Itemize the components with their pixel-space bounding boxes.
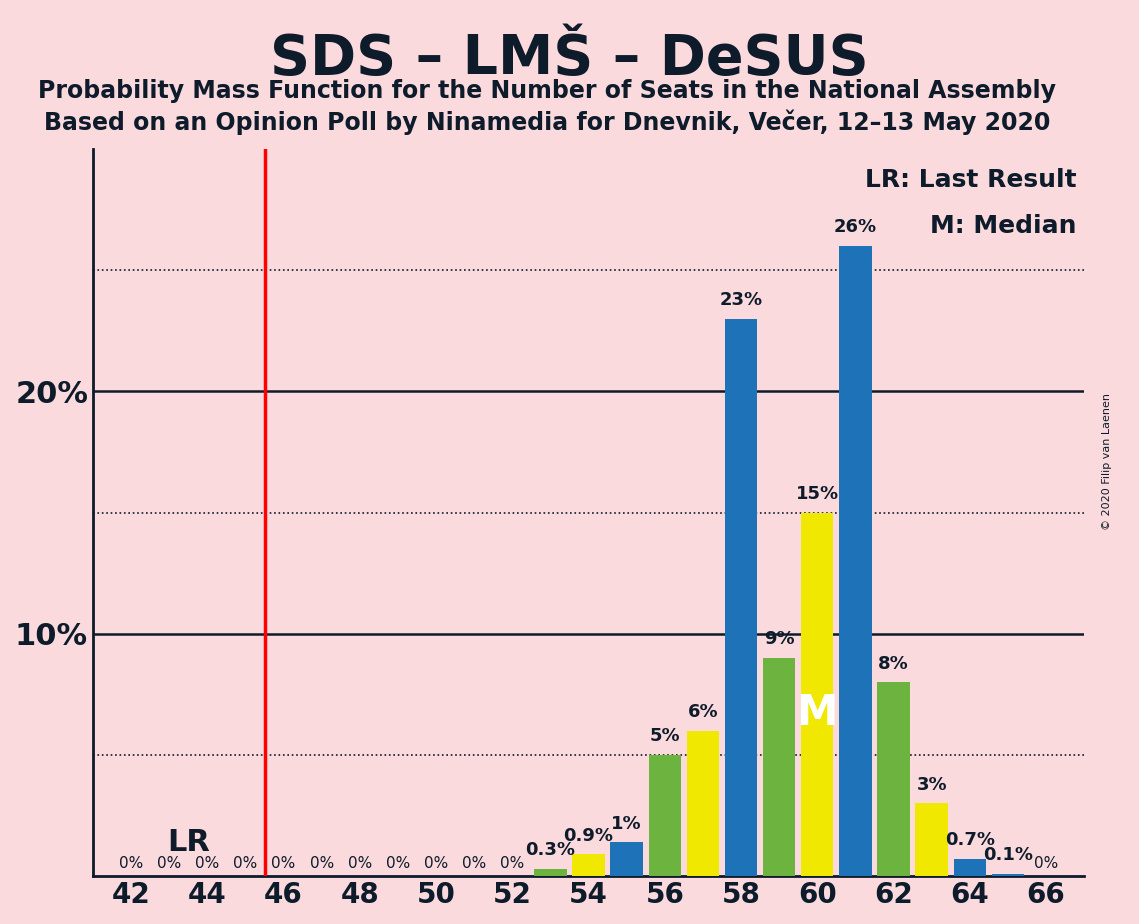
Text: 0%: 0% [386, 857, 410, 871]
Bar [611, 842, 642, 876]
Bar [763, 658, 795, 876]
Text: 1%: 1% [612, 815, 642, 833]
Text: 6%: 6% [688, 703, 719, 721]
Text: 0%: 0% [195, 857, 220, 871]
Text: 0%: 0% [271, 857, 296, 871]
Text: 0%: 0% [118, 857, 144, 871]
Text: 8%: 8% [878, 654, 909, 673]
Bar [839, 246, 871, 876]
Text: 15%: 15% [796, 485, 838, 503]
Bar [648, 755, 681, 876]
Text: 0%: 0% [310, 857, 334, 871]
Text: 0.3%: 0.3% [525, 841, 575, 859]
Bar [534, 869, 566, 876]
Text: LR: LR [166, 828, 210, 857]
Text: 0%: 0% [500, 857, 524, 871]
Text: M: Median: M: Median [931, 214, 1076, 238]
Bar [687, 731, 719, 876]
Text: M: M [796, 691, 838, 734]
Bar [916, 804, 948, 876]
Text: 0%: 0% [233, 857, 257, 871]
Text: Probability Mass Function for the Number of Seats in the National Assembly: Probability Mass Function for the Number… [38, 79, 1056, 103]
Text: 0%: 0% [157, 857, 181, 871]
Bar [801, 513, 834, 876]
Bar [877, 682, 910, 876]
Text: 0%: 0% [347, 857, 372, 871]
Text: 0.9%: 0.9% [564, 827, 614, 845]
Text: 0.1%: 0.1% [983, 846, 1033, 864]
Text: 0%: 0% [1034, 857, 1058, 871]
Bar [992, 874, 1024, 876]
Text: 26%: 26% [834, 218, 877, 237]
Text: LR: Last Result: LR: Last Result [865, 168, 1076, 192]
Bar [724, 319, 757, 876]
Text: 0%: 0% [424, 857, 449, 871]
Bar [953, 859, 986, 876]
Text: 5%: 5% [649, 727, 680, 746]
Text: 3%: 3% [917, 776, 947, 794]
Text: Based on an Opinion Poll by Ninamedia for Dnevnik, Večer, 12–13 May 2020: Based on an Opinion Poll by Ninamedia fo… [43, 109, 1050, 135]
Text: SDS – LMŠ – DeSUS: SDS – LMŠ – DeSUS [270, 32, 869, 86]
Text: 0.7%: 0.7% [944, 832, 994, 849]
Text: 9%: 9% [764, 630, 795, 649]
Bar [573, 855, 605, 876]
Text: 0%: 0% [462, 857, 486, 871]
Text: © 2020 Filip van Laenen: © 2020 Filip van Laenen [1103, 394, 1112, 530]
Text: 23%: 23% [720, 291, 763, 309]
